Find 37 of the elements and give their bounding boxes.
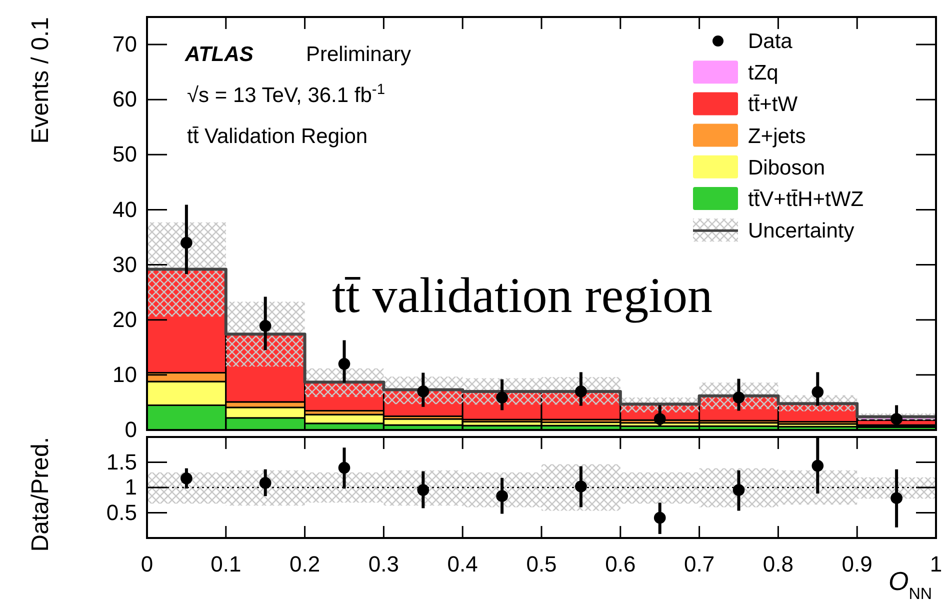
legend-label: Diboson	[748, 156, 826, 180]
legend-label: Uncertainty	[748, 220, 855, 243]
x-tick-label: 0.6	[605, 552, 636, 577]
y-tick-label: 30	[112, 252, 137, 277]
legend-label: tt̄V+tt̄H+tWZ	[748, 188, 864, 211]
x-tick-label: 0.5	[526, 552, 557, 577]
y-tick-label: 10	[112, 362, 137, 387]
y-tick-label: 40	[112, 196, 137, 222]
y-tick-label: 70	[112, 32, 137, 57]
annotation: Preliminary	[306, 43, 412, 66]
y-tick-label: 0.5	[106, 500, 137, 525]
x-tick-label: 0.8	[762, 552, 794, 577]
x-tick-label: 0.3	[368, 552, 399, 577]
x-axis-title: O$_{NN}$	[888, 566, 932, 603]
x-tick-label: 0	[140, 552, 154, 577]
y-axis-title: Events / 0.1	[27, 17, 54, 144]
y-axis-title: Data/Pred.	[27, 437, 54, 552]
legend-label: tZq	[748, 62, 778, 85]
x-tick-label: 0.1	[210, 552, 242, 577]
legend-label: tt̄+tW	[748, 93, 798, 116]
x-tick-label: 0.4	[447, 552, 478, 577]
legend-label: Data	[748, 30, 793, 53]
y-tick-label: 0	[124, 417, 137, 442]
annotation: √s = 13 TeV, 36.1 fb$^{-1}$	[187, 82, 385, 107]
y-tick-label: 50	[112, 142, 137, 167]
legend-label: Z+jets	[748, 124, 806, 148]
x-tick-label: 0.9	[842, 552, 872, 577]
x-tick-label: 1	[930, 552, 942, 577]
annotation: tt̄ Validation Region	[187, 125, 368, 148]
y-tick-label: 60	[112, 86, 137, 112]
annotation: ATLAS	[184, 43, 254, 66]
x-tick-label: 0.2	[290, 552, 320, 577]
y-tick-label: 1.5	[106, 449, 137, 474]
y-tick-label: 20	[112, 306, 137, 332]
x-tick-label: 0.7	[684, 552, 715, 577]
y-tick-label: 1	[124, 474, 137, 500]
annotation: tt̄ validation region	[332, 267, 712, 323]
